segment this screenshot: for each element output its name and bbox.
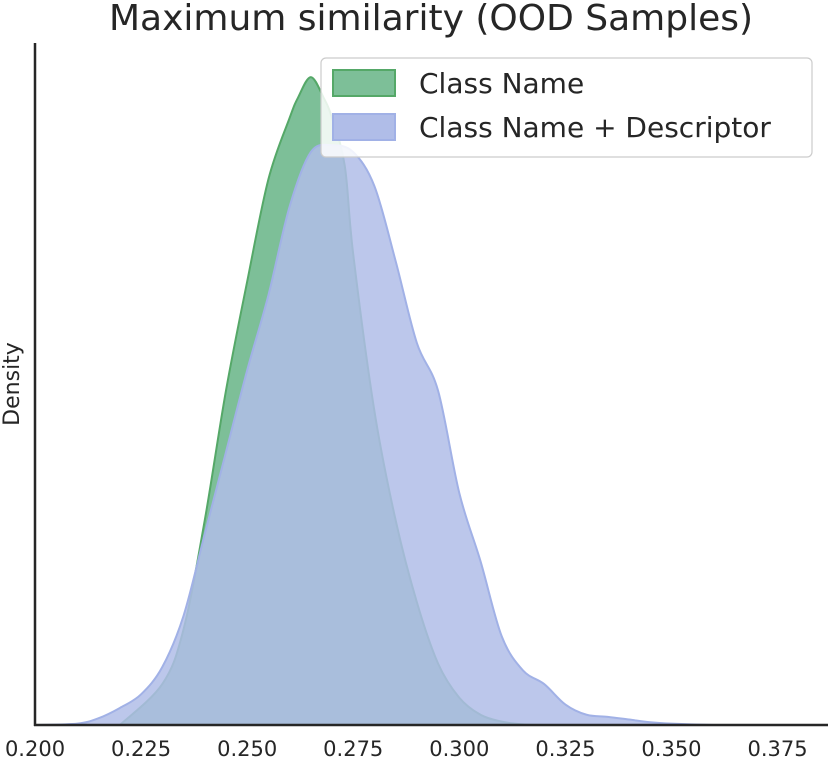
x-tick-label: 0.250 [217, 737, 277, 761]
plot-area [34, 76, 714, 726]
legend-label-class-name-descriptor: Class Name + Descriptor [419, 111, 771, 144]
legend-label-class-name: Class Name [419, 67, 584, 100]
x-tick-label: 0.200 [5, 737, 65, 761]
chart-title: Maximum similarity (OOD Samples) [109, 0, 753, 39]
x-tick-label: 0.275 [323, 737, 383, 761]
x-tick-label: 0.300 [429, 737, 489, 761]
x-tick-label: 0.225 [111, 737, 171, 761]
x-ticks: 0.200 0.225 0.250 0.275 0.300 0.325 0.350 0.375 [5, 737, 808, 761]
legend-frame [320, 57, 813, 158]
x-tick-label: 0.350 [641, 737, 701, 761]
legend-swatch-class-name [332, 69, 396, 97]
legend: Class Name Class Name + Descriptor [320, 57, 813, 158]
density-line-class-name-descriptor [34, 143, 714, 726]
x-tick-label: 0.375 [748, 737, 808, 761]
density-area-class-name-descriptor [35, 144, 714, 725]
x-tick-label: 0.325 [535, 737, 595, 761]
legend-swatch-class-name-descriptor [332, 113, 396, 141]
y-axis-label: Density [0, 342, 25, 426]
